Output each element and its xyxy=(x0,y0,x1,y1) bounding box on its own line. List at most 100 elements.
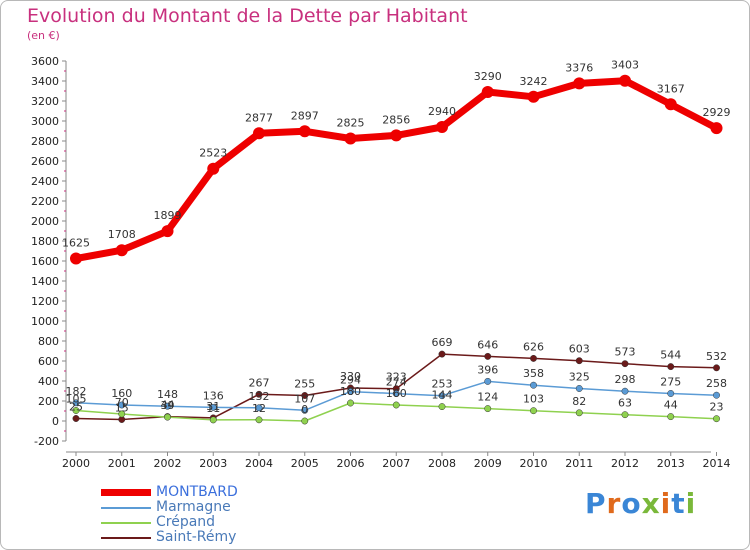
data-label: 25 xyxy=(69,401,83,414)
logo-letter: i xyxy=(660,487,672,520)
data-point xyxy=(161,225,174,238)
x-tick-label: 2001 xyxy=(108,457,136,470)
data-label: 1899 xyxy=(154,209,182,222)
y-tick-label: 2200 xyxy=(31,195,59,208)
data-point xyxy=(392,390,400,398)
x-tick-label: 2013 xyxy=(657,457,685,470)
data-point xyxy=(298,125,311,138)
x-tick-label: 2007 xyxy=(382,457,410,470)
y-tick-label: 2800 xyxy=(31,135,59,148)
data-label: 603 xyxy=(569,343,590,356)
x-tick-label: 2014 xyxy=(703,457,731,470)
data-label: 23 xyxy=(710,401,724,414)
data-point xyxy=(621,411,629,419)
legend-label: MONTBARD xyxy=(156,484,238,500)
data-point xyxy=(667,413,675,421)
legend: MONTBARD Marmagne Crépand Saint-Rémy xyxy=(101,485,238,545)
data-point xyxy=(347,388,354,396)
data-point xyxy=(301,392,309,399)
data-label: 15 xyxy=(115,402,129,415)
data-point xyxy=(481,86,494,98)
y-tick-label: 3400 xyxy=(31,75,59,88)
data-label: 2897 xyxy=(291,109,319,122)
data-label: 330 xyxy=(340,370,361,383)
y-tick-label: 400 xyxy=(38,375,59,388)
data-point xyxy=(484,405,492,413)
legend-item-crepand: Crépand xyxy=(101,515,238,530)
legend-swatch xyxy=(101,506,151,509)
data-label: 2877 xyxy=(245,111,273,124)
data-label: 180 xyxy=(340,385,361,398)
data-label: 82 xyxy=(572,395,586,408)
data-point xyxy=(209,416,217,424)
data-label: 44 xyxy=(161,399,175,412)
data-label: 3290 xyxy=(474,70,502,83)
data-label: 255 xyxy=(294,378,315,391)
data-point xyxy=(164,413,171,421)
data-point xyxy=(301,417,309,425)
proxiti-logo: Proxiti xyxy=(585,487,696,520)
data-label: 275 xyxy=(660,376,681,389)
y-tick-label: 3200 xyxy=(31,95,59,108)
data-label: 358 xyxy=(523,367,544,380)
data-point xyxy=(530,354,537,362)
data-label: 2940 xyxy=(428,105,456,118)
data-point xyxy=(710,122,723,135)
data-label: 396 xyxy=(477,363,498,376)
legend-swatch xyxy=(101,521,151,524)
x-tick-label: 2010 xyxy=(520,457,548,470)
data-point xyxy=(255,404,263,412)
x-tick-label: 2008 xyxy=(428,457,456,470)
data-point xyxy=(392,401,400,409)
series-crepand xyxy=(72,399,720,425)
data-point xyxy=(667,390,675,397)
logo-letter: o xyxy=(621,487,642,520)
data-label: 0 xyxy=(301,403,308,416)
data-label: 2825 xyxy=(337,117,365,130)
data-label: 11 xyxy=(206,402,220,415)
data-point xyxy=(575,409,583,417)
logo-letter: i xyxy=(685,487,697,520)
data-label: 3167 xyxy=(657,82,685,95)
legend-swatch xyxy=(101,536,151,539)
data-label: 544 xyxy=(660,349,681,362)
data-point xyxy=(713,415,720,423)
x-tick-label: 2004 xyxy=(245,457,273,470)
x-tick-label: 2012 xyxy=(611,457,639,470)
data-label: 132 xyxy=(249,390,270,403)
data-point xyxy=(390,129,403,142)
data-label: 2929 xyxy=(703,106,731,119)
data-point xyxy=(621,360,629,368)
x-tick-label: 2006 xyxy=(337,457,365,470)
data-point xyxy=(301,406,309,414)
legend-swatch xyxy=(101,489,151,496)
data-point xyxy=(438,403,446,411)
y-axis: -200 0 200 400 600 800 1000 1200 1400 1600 1800 200… xyxy=(31,55,67,448)
data-label: 532 xyxy=(706,350,727,363)
data-point xyxy=(575,357,583,365)
data-label: 1625 xyxy=(62,237,90,250)
legend-label: Saint-Rémy xyxy=(156,529,237,545)
logo-letter: r xyxy=(606,487,622,520)
series-montbard xyxy=(70,74,723,265)
y-tick-label: 2000 xyxy=(31,215,59,228)
data-point xyxy=(209,403,217,411)
y-tick-label: 2400 xyxy=(31,175,59,188)
data-label: 12 xyxy=(252,402,266,415)
y-tick-label: 600 xyxy=(38,355,59,368)
x-axis: 2000 2001 2002 2003 2004 2005 2006 2007 2008 2009… xyxy=(62,451,731,470)
data-point xyxy=(436,121,448,133)
data-label: 2523 xyxy=(199,147,227,160)
data-point xyxy=(347,399,354,407)
data-point xyxy=(573,77,586,90)
data-point xyxy=(72,407,80,414)
data-point xyxy=(621,387,629,395)
legend-label: Marmagne xyxy=(156,499,231,515)
legend-item-marmagne: Marmagne xyxy=(101,500,238,515)
series-marmagne xyxy=(72,377,720,414)
data-label: 39 xyxy=(161,399,175,412)
data-point xyxy=(207,162,220,175)
data-point xyxy=(72,399,80,407)
